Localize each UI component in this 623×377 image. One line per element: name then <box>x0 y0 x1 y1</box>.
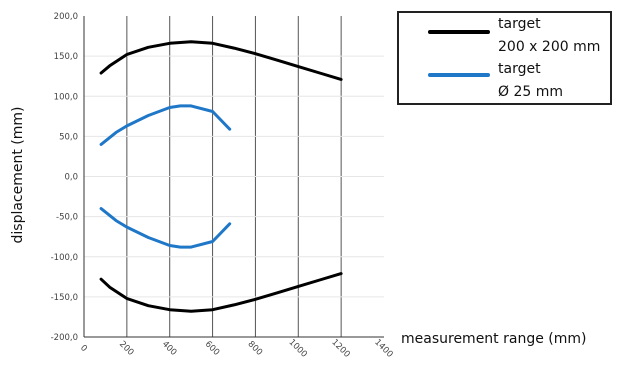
x-tick-label: 1400 <box>372 337 394 359</box>
x-tick-label: 400 <box>160 339 179 358</box>
series-1-upper-line <box>99 40 343 81</box>
y-tick-label: -150,0 <box>51 293 78 303</box>
legend-label-2-line-2: Ø 25 mm <box>498 84 563 100</box>
series-2-upper-line <box>99 104 232 146</box>
y-tick-label: -200,0 <box>51 333 78 343</box>
legend: target 200 x 200 mm target Ø 25 mm <box>397 11 612 105</box>
x-tick-label: 1200 <box>329 337 351 359</box>
plot-axes <box>83 16 384 338</box>
y-tick-labels: 200,0 150,0 100,0 50,0 0,0 -50,0 -100,0 -150,0 -… <box>51 12 78 343</box>
x-axis-label: measurement range (mm) <box>401 331 586 347</box>
y-axis-label: displacement (mm) <box>10 107 26 244</box>
series-1-lower-line <box>99 272 343 313</box>
series-lines <box>99 40 343 313</box>
grid-lines <box>84 16 384 337</box>
series-2-lower-line <box>99 207 232 249</box>
legend-label-1-line-2: 200 x 200 mm <box>498 39 600 55</box>
y-tick-label: 0,0 <box>64 173 78 183</box>
y-tick-label: 100,0 <box>54 92 78 102</box>
x-tick-label: 0 <box>78 343 89 354</box>
x-tick-label: 1000 <box>287 337 309 359</box>
legend-label-1-line-1: target <box>498 16 541 32</box>
x-tick-label: 600 <box>203 339 222 358</box>
x-tick-label: 200 <box>117 339 136 358</box>
x-tick-labels: 0 200 400 600 800 1000 1200 1400 <box>78 337 395 359</box>
x-tick-label: 800 <box>246 339 265 358</box>
y-tick-label: 150,0 <box>54 52 78 62</box>
y-tick-label: -50,0 <box>56 213 78 223</box>
legend-label-2-line-1: target <box>498 61 541 77</box>
y-tick-label: 200,0 <box>54 12 78 22</box>
legend-box <box>397 11 612 105</box>
y-tick-label: -100,0 <box>51 253 78 263</box>
y-tick-label: 50,0 <box>59 132 78 142</box>
